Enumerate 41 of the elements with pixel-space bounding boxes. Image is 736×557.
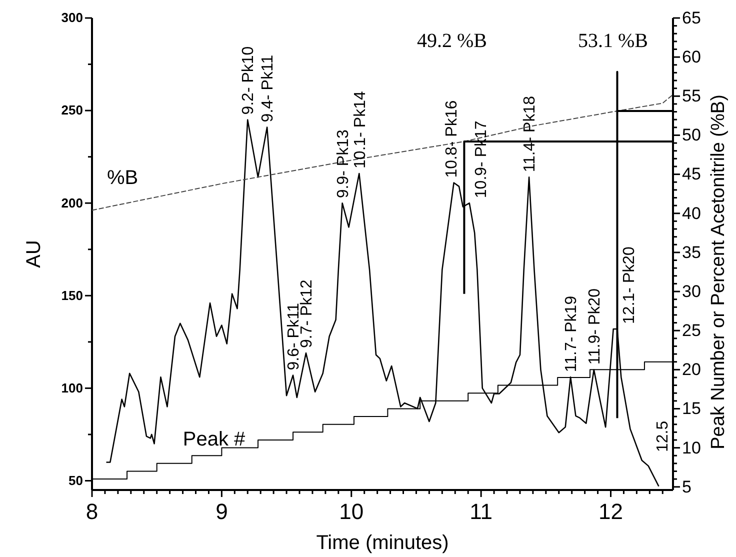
annotation: 49.2 %B	[417, 30, 487, 52]
y-tick-label: 50	[68, 472, 83, 488]
y2-tick-label: 10	[682, 438, 701, 458]
y-tick-label: 200	[61, 195, 83, 210]
y2-tick-label: 20	[682, 360, 701, 380]
y-tick-label: 250	[61, 102, 83, 118]
annotation: 10.1- Pk14	[352, 91, 369, 168]
annotation: 12.5	[654, 420, 672, 452]
y2-tick-label: 30	[682, 282, 701, 301]
annotation: 11.7- Pk19	[563, 296, 580, 372]
y2-tick-label: 65	[682, 8, 701, 28]
y2-tick-label: 35	[682, 242, 701, 262]
annotation: 9.2- Pk10	[240, 46, 258, 115]
y-tick-label: 300	[61, 10, 83, 26]
annotation: 12.1- Pk20	[620, 246, 638, 324]
x-tick-label: 10	[339, 498, 364, 524]
annotation: 11.4- Pk18	[522, 96, 539, 172]
y-axis-title: AU	[23, 240, 45, 268]
x-axis-title: Time (minutes)	[316, 532, 449, 554]
y-tick-label: 100	[61, 380, 83, 396]
y2-tick-label: 55	[682, 86, 701, 106]
x-tick-label: 9	[216, 498, 228, 524]
y-tick-label: 150	[61, 288, 83, 303]
y2-tick-label: 45	[682, 164, 701, 184]
annotation: 11.9- Pk20	[586, 288, 604, 365]
x-tick-label: 8	[86, 498, 98, 524]
y2-tick-label: 40	[682, 204, 701, 223]
y2-tick-label: 25	[682, 321, 701, 340]
annotation: 10.8- Pk16	[443, 100, 460, 178]
y2-tick-label: 50	[682, 126, 701, 145]
y2-tick-label: 15	[682, 399, 701, 418]
series-label: %B	[107, 167, 138, 190]
annotation: 9.4- Pk11	[260, 54, 277, 122]
annotation: 53.1 %B	[578, 30, 648, 52]
series-label: Peak #	[182, 428, 246, 451]
annotation: 9.9- Pk13	[334, 130, 352, 198]
x-tick-label: 11	[470, 498, 492, 524]
x-tick-label: 12	[598, 498, 623, 524]
y2-axis-title: Peak Number or Percent Acetonitrile (%B)	[708, 94, 729, 450]
y2-tick-label: 60	[682, 48, 701, 67]
y2-tick-label: 5	[682, 477, 692, 496]
